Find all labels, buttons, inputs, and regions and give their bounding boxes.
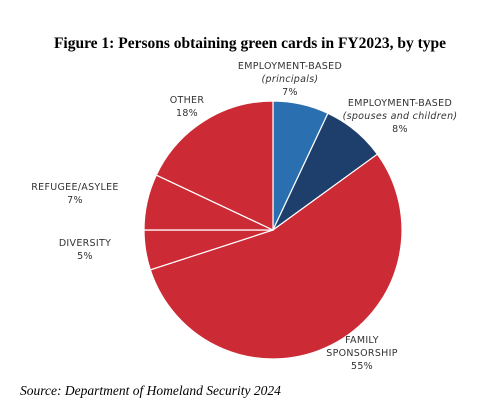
source-note: Source: Department of Homeland Security … bbox=[20, 383, 281, 398]
slice-label: EMPLOYMENT-BASED (spouses and children) 8% bbox=[330, 97, 470, 136]
category-label: FAMILY SPONSORSHIP bbox=[326, 335, 398, 359]
slice-label: DIVERSITY 5% bbox=[40, 237, 130, 263]
pie-slice bbox=[155, 100, 274, 231]
category-label: EMPLOYMENT-BASED bbox=[347, 98, 453, 109]
category-label: EMPLOYMENT-BASED bbox=[237, 61, 343, 72]
value-label: 7% bbox=[67, 195, 83, 206]
category-label: REFUGEE/ASYLEE bbox=[31, 182, 119, 193]
slice-label: OTHER 18% bbox=[157, 94, 217, 120]
value-label: 18% bbox=[175, 108, 198, 119]
category-label: OTHER bbox=[169, 95, 205, 106]
value-label: 8% bbox=[392, 124, 408, 135]
chart-title: Figure 1: Persons obtaining green cards … bbox=[53, 35, 447, 52]
value-label: 55% bbox=[350, 361, 373, 372]
slice-label: EMPLOYMENT-BASED (principals) 7% bbox=[230, 60, 350, 99]
category-note: (principals) bbox=[261, 74, 319, 85]
value-label: 7% bbox=[282, 87, 298, 98]
category-label: DIVERSITY bbox=[58, 238, 112, 249]
category-note: (spouses and children) bbox=[342, 111, 458, 122]
slice-label: REFUGEE/ASYLEE 7% bbox=[25, 181, 125, 207]
value-label: 5% bbox=[77, 251, 93, 262]
slice-label: FAMILY SPONSORSHIP 55% bbox=[322, 334, 402, 373]
pie-slice bbox=[149, 153, 403, 360]
